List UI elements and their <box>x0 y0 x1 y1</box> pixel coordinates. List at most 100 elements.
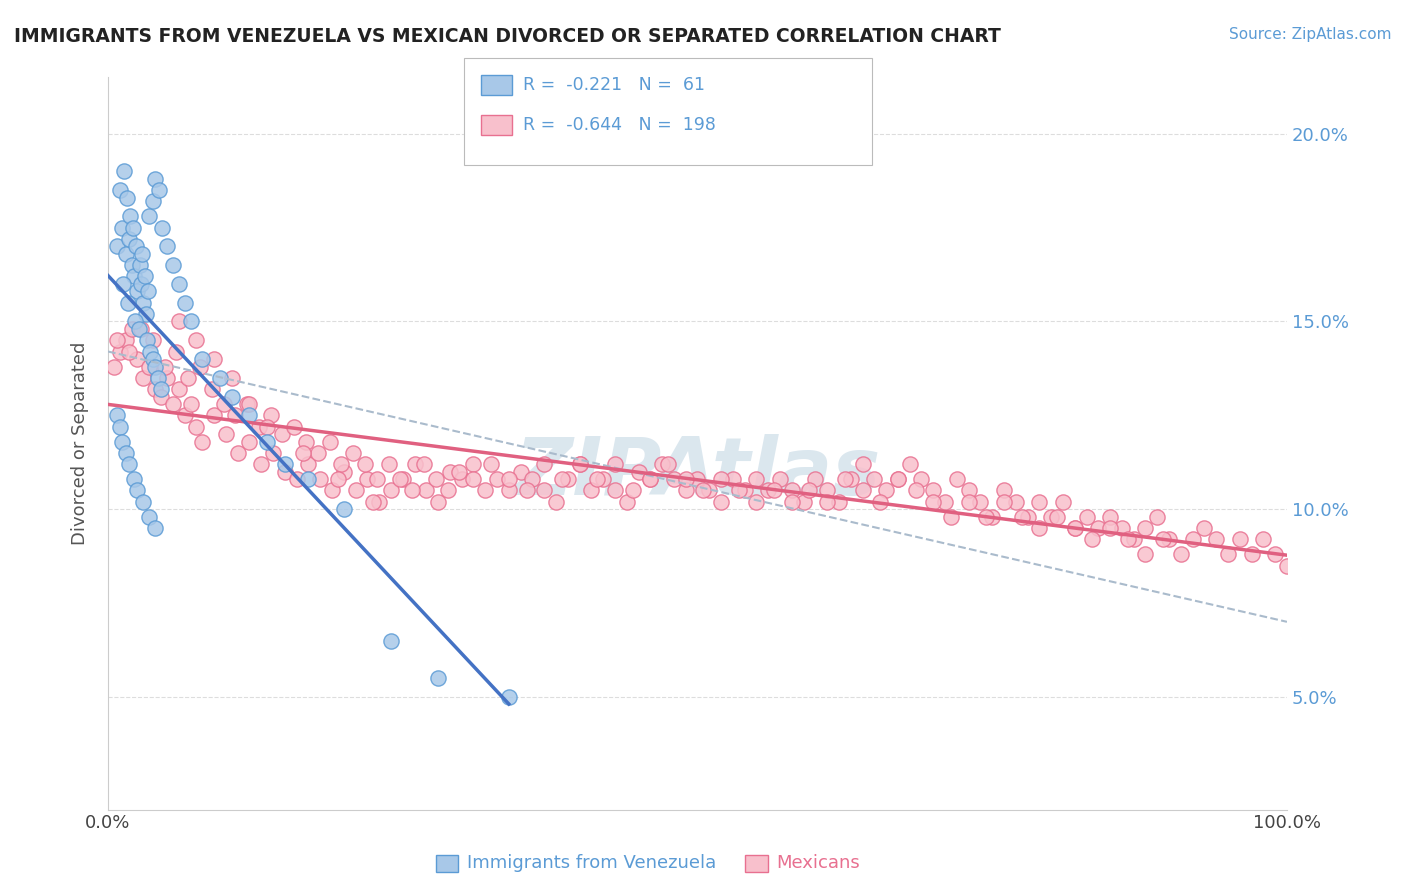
Point <box>887 472 910 486</box>
Point <box>391 472 413 486</box>
Point <box>136 285 159 299</box>
Point <box>1135 521 1157 535</box>
Point <box>1028 521 1050 535</box>
Point <box>1275 558 1298 573</box>
Point <box>377 457 399 471</box>
Point <box>710 494 733 508</box>
Point <box>297 457 319 471</box>
Point <box>533 483 555 498</box>
Point <box>238 397 260 411</box>
Point <box>330 457 353 471</box>
Point <box>627 465 650 479</box>
Point <box>153 359 176 374</box>
Point <box>993 483 1015 498</box>
Point <box>122 472 145 486</box>
Point <box>657 457 679 471</box>
Point <box>132 371 155 385</box>
Point <box>226 446 249 460</box>
Point <box>142 351 165 366</box>
Point <box>581 483 603 498</box>
Point <box>1017 509 1039 524</box>
Point <box>212 397 235 411</box>
Point <box>380 483 402 498</box>
Point <box>107 409 129 423</box>
Point <box>117 295 139 310</box>
Point <box>107 333 129 347</box>
Point <box>515 483 537 498</box>
Point <box>756 483 779 498</box>
Point <box>108 419 131 434</box>
Point <box>474 483 496 498</box>
Point <box>769 472 792 486</box>
Point <box>118 457 141 471</box>
Point <box>180 314 202 328</box>
Point <box>162 397 184 411</box>
Point <box>1229 533 1251 547</box>
Point <box>221 371 243 385</box>
Point <box>125 239 148 253</box>
Point <box>368 494 391 508</box>
Point <box>121 258 143 272</box>
Point <box>1253 533 1275 547</box>
Point <box>1040 509 1063 524</box>
Point <box>815 483 838 498</box>
Point <box>274 465 297 479</box>
Point <box>1157 533 1180 547</box>
Point <box>969 494 991 508</box>
Point <box>108 183 131 197</box>
Point <box>256 434 278 449</box>
Point <box>486 472 509 486</box>
Point <box>124 314 146 328</box>
Point <box>247 419 270 434</box>
Point <box>498 472 520 486</box>
Y-axis label: Divorced or Separated: Divorced or Separated <box>72 342 89 545</box>
Point <box>215 427 238 442</box>
Point <box>114 164 136 178</box>
Point <box>1264 547 1286 561</box>
Point <box>957 494 980 508</box>
Point <box>326 472 349 486</box>
Point <box>533 457 555 471</box>
Point <box>380 633 402 648</box>
Point <box>173 409 195 423</box>
Point <box>333 502 356 516</box>
Point <box>934 494 956 508</box>
Point <box>939 509 962 524</box>
Point <box>108 344 131 359</box>
Point <box>132 295 155 310</box>
Point <box>191 434 214 449</box>
Point <box>156 239 179 253</box>
Point <box>191 351 214 366</box>
Point <box>297 472 319 486</box>
Point <box>143 521 166 535</box>
Point <box>361 494 384 508</box>
Point <box>616 494 638 508</box>
Point <box>721 472 744 486</box>
Point <box>651 457 673 471</box>
Point <box>450 472 472 486</box>
Point <box>1146 509 1168 524</box>
Point <box>186 333 208 347</box>
Point <box>112 277 135 291</box>
Point <box>675 483 697 498</box>
Point <box>1240 547 1263 561</box>
Point <box>256 419 278 434</box>
Point <box>118 232 141 246</box>
Point <box>1076 509 1098 524</box>
Point <box>1099 509 1122 524</box>
Point <box>993 494 1015 508</box>
Point <box>366 472 388 486</box>
Point <box>1063 521 1085 535</box>
Point <box>131 247 153 261</box>
Point <box>981 509 1004 524</box>
Point <box>793 494 815 508</box>
Point <box>103 359 125 374</box>
Point <box>1181 533 1204 547</box>
Point <box>640 472 662 486</box>
Point <box>603 483 626 498</box>
Point <box>238 434 260 449</box>
Point <box>875 483 897 498</box>
Point <box>111 434 134 449</box>
Point <box>224 409 246 423</box>
Point <box>138 509 160 524</box>
